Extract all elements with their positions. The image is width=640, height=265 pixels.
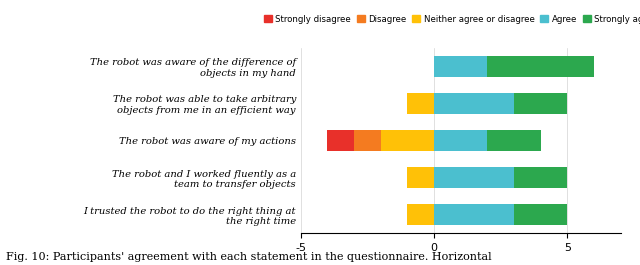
Bar bbox=[514, 204, 568, 225]
Bar bbox=[434, 204, 514, 225]
Bar bbox=[514, 167, 568, 188]
Bar bbox=[488, 56, 594, 77]
Bar bbox=[434, 167, 514, 188]
Bar bbox=[434, 56, 488, 77]
Bar bbox=[514, 93, 568, 114]
Bar bbox=[488, 130, 541, 151]
Bar bbox=[328, 130, 354, 151]
Bar bbox=[354, 130, 381, 151]
Bar bbox=[408, 167, 434, 188]
Text: Fig. 10: Participants' agreement with each statement in the questionnaire. Horiz: Fig. 10: Participants' agreement with ea… bbox=[6, 252, 492, 262]
Bar bbox=[434, 93, 514, 114]
Bar bbox=[408, 204, 434, 225]
Bar bbox=[434, 130, 488, 151]
Bar bbox=[408, 93, 434, 114]
Bar bbox=[381, 130, 434, 151]
Legend: Strongly disagree, Disagree, Neither agree or disagree, Agree, Strongly agree: Strongly disagree, Disagree, Neither agr… bbox=[260, 11, 640, 27]
